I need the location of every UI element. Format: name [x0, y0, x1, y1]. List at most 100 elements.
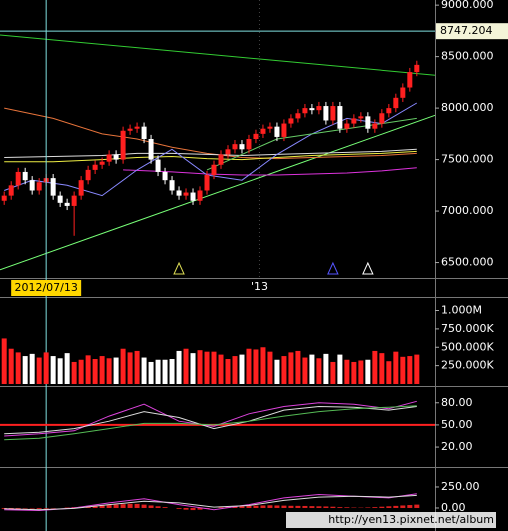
- candle-body: [232, 144, 238, 150]
- histogram-bar: [141, 504, 147, 508]
- volume-bar: [260, 347, 266, 384]
- volume-bar: [386, 361, 392, 384]
- volume-bar: [281, 356, 287, 384]
- candle-body: [316, 106, 322, 111]
- histogram-bar: [106, 505, 112, 508]
- candle-body: [85, 169, 91, 181]
- candle-body: [372, 123, 378, 129]
- y-tick-label: 8000.000: [441, 101, 494, 114]
- volume-bar: [379, 353, 385, 384]
- candle-body: [169, 180, 175, 191]
- volume-bar: [218, 354, 224, 384]
- histogram-bar: [253, 505, 259, 508]
- volume-bar: [232, 356, 238, 384]
- volume-bar: [337, 354, 343, 384]
- candle-body: [211, 164, 217, 176]
- candle-body: [197, 190, 203, 201]
- volume-bar: [176, 350, 182, 384]
- histogram-bar: [176, 507, 182, 509]
- candle-body: [218, 154, 224, 165]
- candle-body: [400, 87, 406, 98]
- overlay-line: [4, 150, 417, 163]
- cursor-label-box: [11, 280, 82, 296]
- volume-bar: [225, 359, 231, 384]
- volume-bar: [64, 353, 70, 384]
- volume-bar: [71, 361, 77, 384]
- volume-bar: [141, 357, 147, 384]
- candle-body: [29, 180, 35, 191]
- candle-body: [246, 139, 252, 150]
- overlay-line: [0, 34, 436, 76]
- histogram-bar: [414, 504, 420, 508]
- candle-body: [36, 182, 42, 191]
- candle-body: [288, 118, 294, 124]
- candle-body: [127, 128, 133, 131]
- volume-bar: [246, 348, 252, 384]
- histogram-bar: [267, 505, 273, 508]
- indicator-line: [4, 405, 417, 435]
- y-tick-label: 250.000K: [441, 359, 494, 372]
- candle-body: [204, 175, 210, 191]
- histogram-bar: [344, 507, 350, 508]
- volume-bar: [365, 359, 371, 384]
- cursor-label: 2012/07/13: [14, 281, 77, 294]
- volume-bar: [43, 352, 49, 384]
- volume-bar: [190, 353, 196, 384]
- candle-body: [337, 106, 343, 129]
- candle-body: [71, 195, 77, 206]
- watermark: http://yen13.pixnet.net/album: [328, 513, 494, 526]
- histogram-bar: [260, 505, 266, 508]
- histogram-bar: [29, 507, 35, 509]
- candle-body: [1, 195, 7, 201]
- histogram-bar: [337, 507, 343, 508]
- candle-body: [15, 171, 21, 186]
- candle-body: [274, 126, 280, 137]
- volume-bar: [351, 361, 357, 384]
- candle-body: [330, 106, 336, 121]
- volume-bar: [155, 359, 161, 384]
- candle-body: [281, 123, 287, 137]
- volume-bar: [134, 350, 140, 384]
- histogram-bar: [379, 506, 385, 508]
- histogram-bar: [15, 507, 21, 509]
- candle-body: [162, 171, 168, 181]
- candle-body: [323, 106, 329, 121]
- histogram-bar: [288, 505, 294, 508]
- volume-bar: [22, 356, 28, 384]
- histogram-bar: [127, 503, 133, 508]
- histogram-bar: [148, 505, 154, 508]
- histogram-bar: [372, 507, 378, 508]
- histogram-bar: [120, 504, 126, 508]
- volume-bar: [36, 357, 42, 384]
- candle-body: [344, 123, 350, 129]
- candle-body: [176, 190, 182, 196]
- candle-body: [365, 116, 371, 129]
- volume-bar: [400, 356, 406, 384]
- indicator-line: [4, 400, 417, 437]
- candle-body: [407, 72, 413, 88]
- volume-bar: [50, 356, 56, 384]
- candle-body: [351, 118, 357, 124]
- histogram-bar: [183, 507, 189, 510]
- candle-body: [8, 185, 14, 196]
- candle-body: [155, 159, 161, 172]
- candle-body: [148, 139, 154, 160]
- histogram-bar: [309, 506, 315, 508]
- y-tick-label: 7500.000: [441, 153, 494, 166]
- histogram-bar: [1, 507, 7, 509]
- volume-bar: [316, 358, 322, 384]
- histogram-bar: [99, 505, 105, 508]
- watermark-box: [286, 512, 496, 528]
- y-tick-label: 0.00: [441, 501, 466, 514]
- volume-bar: [253, 349, 259, 384]
- volume-bar: [169, 359, 175, 384]
- volume-bar: [288, 352, 294, 384]
- volume-bar: [407, 356, 413, 384]
- candle-body: [64, 202, 70, 206]
- candle-body: [113, 154, 119, 160]
- candle-body: [260, 128, 266, 134]
- y-tick-label: 80.00: [441, 396, 473, 409]
